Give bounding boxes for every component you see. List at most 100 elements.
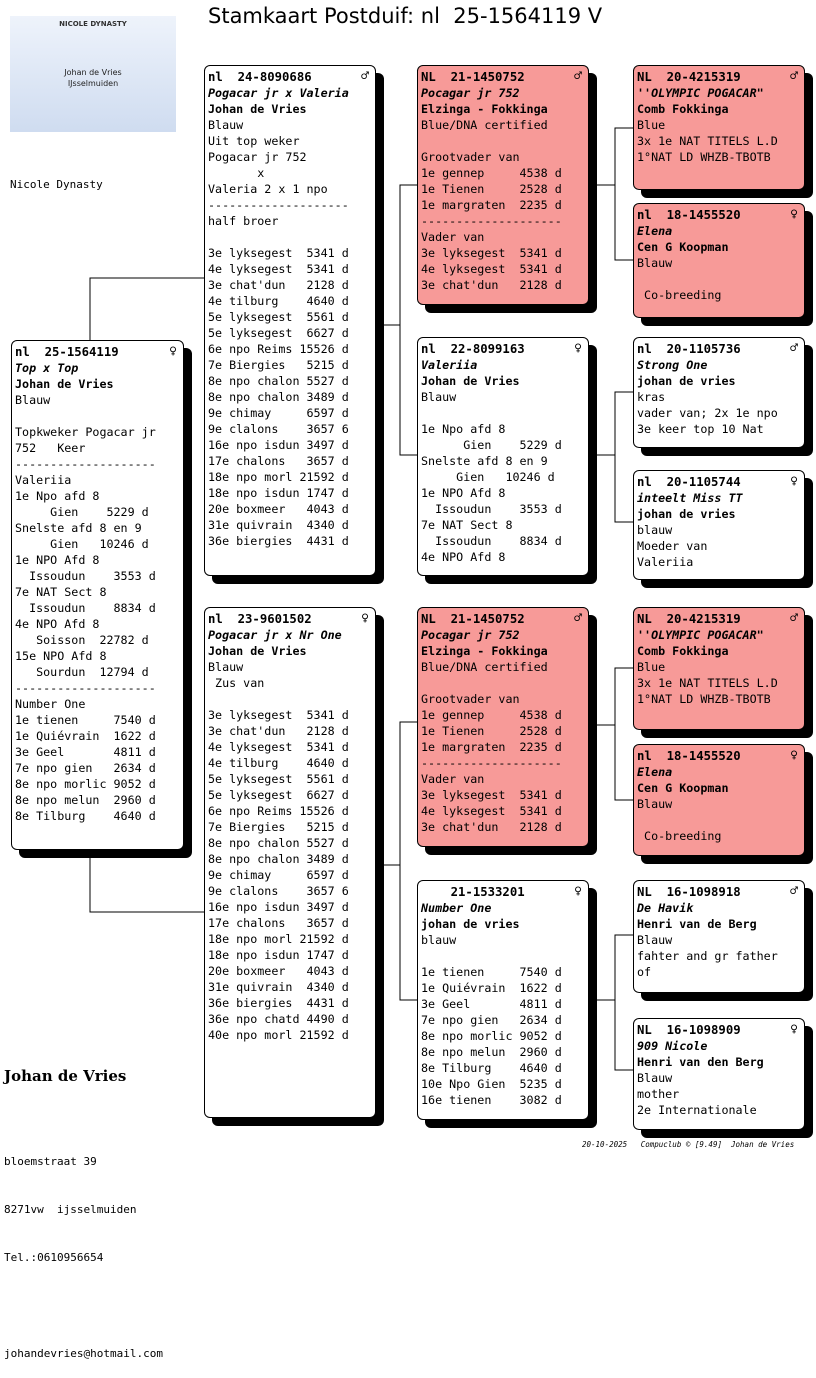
pigeon-name: Elena (637, 765, 673, 779)
info-line: x (208, 166, 265, 180)
info-line: Valeria 2 x 1 npo (208, 182, 328, 196)
info-line: 40e npo morl 21592 d (208, 1028, 349, 1042)
connectors (89, 127, 633, 1071)
info-line: Issoudun 3553 d (421, 502, 562, 516)
logo-name: Johan de Vries (64, 68, 122, 77)
sex-symbol: ♂ (574, 69, 582, 84)
info-line: 5e lyksegest 6627 d (208, 326, 349, 340)
info-line: 8e npo morlic 9052 d (15, 777, 156, 791)
info-line: 4e tilburg 4640 d (208, 294, 349, 308)
info-line: Blue/DNA certified (421, 660, 548, 674)
info-line: 36e npo chatd 4490 d (208, 1012, 349, 1026)
info-line: Grootvader van (421, 692, 520, 706)
ring-number: nl 18-1455520 (637, 208, 741, 222)
owner-city: 8271vw ijsselmuiden (4, 1203, 137, 1216)
connector (89, 850, 204, 913)
ring-number: nl 20-1105744 (637, 475, 741, 489)
info-line: -------------------- (208, 198, 349, 212)
breeder: Henri van de Berg (637, 917, 757, 931)
info-line: Blauw (637, 933, 673, 947)
info-line: Co-breeding (637, 288, 722, 302)
ring-number: NL 20-4215319 (637, 70, 741, 84)
sex-symbol: ♂ (790, 884, 798, 899)
pedigree-card: 21-1533201 ♀ Number One johan de vries blauw… (417, 880, 589, 1120)
sex-symbol: ♀ (169, 344, 177, 359)
sex-symbol: ♀ (574, 341, 582, 356)
owner-phone: Tel.:0610956654 (4, 1251, 104, 1264)
info-line: Blue/DNA certified (421, 118, 548, 132)
pedigree-card: nl 20-1105744 ♀ inteelt Miss TT johan de vr… (633, 470, 805, 580)
info-line: 8e Tilburg 4640 d (15, 809, 156, 823)
connector (399, 721, 417, 1001)
pigeon-name: Valeriia (421, 358, 478, 372)
info-line: Valeriia (637, 555, 694, 569)
ring-number: nl 24-8090686 (208, 70, 312, 84)
breeder: Comb Fokkinga (637, 102, 729, 116)
info-line: Issoudun 3553 d (15, 569, 156, 583)
info-line: 7e npo gien 2634 d (421, 1013, 562, 1027)
info-line: 3x 1e NAT TITELS L.D (637, 134, 778, 148)
info-line: 8e npo melun 2960 d (421, 1045, 562, 1059)
pedigree-card: nl 20-1105736 ♂ Strong One johan de vries kr… (633, 337, 805, 448)
spacer (15, 408, 177, 424)
info-line: 3e lyksegest 5341 d (208, 708, 349, 722)
info-line: 1e Tienen 2528 d (421, 182, 562, 196)
owner-street: bloemstraat 39 (4, 1155, 97, 1168)
pigeon-name: De Havik (637, 901, 694, 915)
pigeon-name: inteelt Miss TT (637, 491, 743, 505)
info-line: -------------------- (421, 756, 562, 770)
info-line: 16e tienen 3082 d (421, 1093, 562, 1107)
pigeon-name: Number One (421, 901, 492, 915)
info-line: Blue (637, 118, 666, 132)
ring-number: NL 21-1450752 (421, 70, 525, 84)
info-line: 36e biergies 4431 d (208, 534, 349, 548)
pedigree-card: nl 24-8090686 ♂ Pogacar jr x Valeria Johan … (204, 65, 376, 576)
info-line: 2e Internationale (637, 1103, 757, 1117)
info-line: 4e NPO Afd 8 (421, 550, 506, 564)
info-line: 3e chat'dun 2128 d (421, 278, 562, 292)
pedigree-card: nl 18-1455520 ♀ Elena Cen G Koopman Blauw Co… (633, 203, 805, 318)
info-line: Gien 10246 d (421, 470, 555, 484)
pigeon-name: 909 Nicole (637, 1039, 708, 1053)
info-line: 9e chimay 6597 d (208, 868, 349, 882)
info-line: 18e npo morl 21592 d (208, 932, 349, 946)
info-line: 1e gennep 4538 d (421, 708, 562, 722)
sex-symbol: ♂ (361, 69, 369, 84)
pedigree-card: NL 21-1450752 ♂ Pocagar jr 752 Elzinga - Fo… (417, 65, 589, 305)
info-line: 20e boxmeer 4043 d (208, 964, 349, 978)
info-line: 3e Geel 4811 d (15, 745, 156, 759)
page-title: Stamkaart Postduif: nl 25-1564119 V (208, 4, 603, 28)
info-line: 752 Keer (15, 441, 86, 455)
ring-number: NL 20-4215319 (637, 612, 741, 626)
info-line: Blauw (421, 390, 457, 404)
info-line: 1e gennep 4538 d (421, 166, 562, 180)
info-line: Zus van (208, 676, 265, 690)
info-line: Blauw (637, 256, 673, 270)
breeder: Johan de Vries (15, 377, 114, 391)
info-line: 4e lyksegest 5341 d (208, 262, 349, 276)
info-line: vader van; 2x 1e npo (637, 406, 778, 420)
loft-name: Nicole Dynasty (10, 178, 103, 191)
info-line: Blauw (15, 393, 51, 407)
connector (614, 667, 633, 801)
breeder: Johan de Vries (208, 102, 307, 116)
owner-email: johandevries@hotmail.com (4, 1347, 163, 1360)
info-line: 20e boxmeer 4043 d (208, 502, 349, 516)
info-line: 17e chalons 3657 d (208, 916, 349, 930)
sex-symbol: ♂ (790, 341, 798, 356)
logo-place: IJsselmuiden (67, 79, 119, 88)
ring-number: nl 25-1564119 (15, 345, 119, 359)
info-line: Blauw (637, 797, 673, 811)
info-line: Soisson 22782 d (15, 633, 149, 647)
info-line: kras (637, 390, 666, 404)
info-line: Valeriia (15, 473, 72, 487)
info-line: 8e npo morlic 9052 d (421, 1029, 562, 1043)
pigeon-name: Strong One (637, 358, 708, 372)
sex-symbol: ♀ (361, 611, 369, 626)
info-line: Snelste afd 8 en 9 (15, 521, 142, 535)
info-line: 1e NPO Afd 8 (421, 486, 506, 500)
pedigree-card: NL 16-1098918 ♂ De Havik Henri van de Berg B… (633, 880, 805, 993)
info-line: 1e Quiévrain 1622 d (15, 729, 156, 743)
info-line: Gien 5229 d (15, 505, 149, 519)
info-line: 1e tienen 7540 d (15, 713, 156, 727)
